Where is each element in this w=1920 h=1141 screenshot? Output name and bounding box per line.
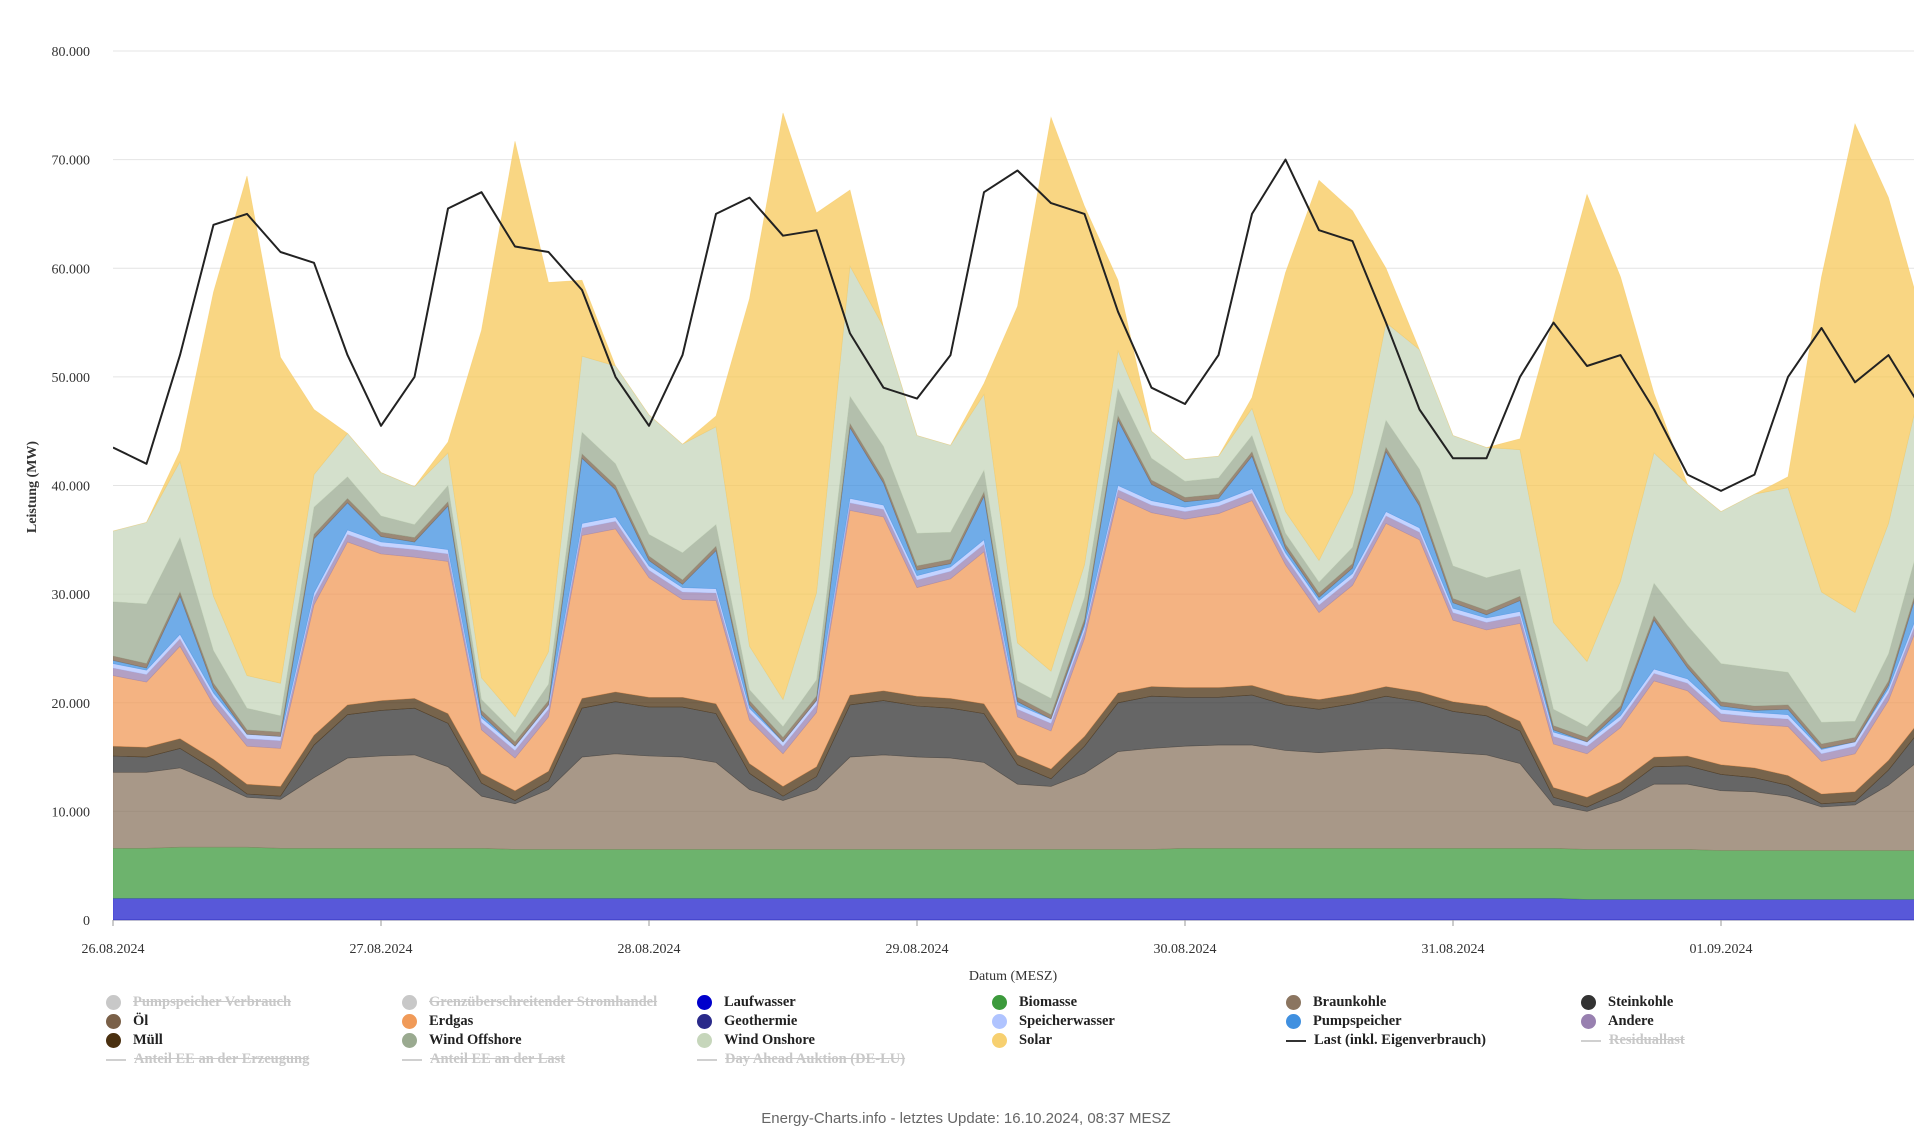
stacked-areas bbox=[113, 112, 1914, 921]
x-tick-label: 27.08.2024 bbox=[350, 942, 413, 957]
legend-label: Wind Offshore bbox=[429, 1032, 522, 1048]
legend-label: Pumpspeicher Verbrauch bbox=[133, 994, 292, 1010]
line-marker-icon bbox=[697, 1058, 717, 1061]
x-tick-label: 29.08.2024 bbox=[886, 942, 949, 957]
legend-label: Biomasse bbox=[1019, 994, 1077, 1010]
y-tick-label: 0 bbox=[83, 914, 90, 929]
legend-label: Anteil EE an der Last bbox=[430, 1051, 566, 1067]
circle-marker-icon bbox=[1286, 1014, 1301, 1029]
circle-marker-icon bbox=[697, 1014, 712, 1029]
area-biomasse bbox=[113, 846, 1914, 900]
circle-marker-icon bbox=[992, 995, 1007, 1010]
legend: Pumpspeicher Verbrauch Grenzüberschreiten… bbox=[0, 994, 1920, 1084]
circle-marker-icon bbox=[697, 1033, 712, 1048]
legend-item-anteil-ee-an-der-last[interactable]: Anteil EE an der Last bbox=[402, 1051, 565, 1068]
legend-item-wind-offshore[interactable]: Wind Offshore bbox=[402, 1032, 522, 1049]
legend-label: Erdgas bbox=[429, 1013, 474, 1029]
line-marker-icon bbox=[106, 1058, 126, 1061]
legend-item-geothermie[interactable]: Geothermie bbox=[697, 1013, 797, 1030]
y-tick-label: 30.000 bbox=[52, 588, 91, 603]
circle-marker-icon bbox=[992, 1033, 1007, 1048]
legend-item-residuallast[interactable]: Residuallast bbox=[1581, 1032, 1685, 1049]
x-tick-label: 01.09.2024 bbox=[1690, 942, 1753, 957]
x-tick-label: 28.08.2024 bbox=[618, 942, 681, 957]
line-marker-icon bbox=[1581, 1039, 1601, 1042]
legend-item-andere[interactable]: Andere bbox=[1581, 1013, 1654, 1030]
legend-item-day-ahead-auktion-de-lu-[interactable]: Day Ahead Auktion (DE-LU) bbox=[697, 1051, 905, 1068]
x-axis-ticks: 26.08.2024 27.08.2024 28.08.2024 29.08.2024… bbox=[82, 920, 1753, 957]
y-tick-label: 20.000 bbox=[52, 697, 91, 712]
legend-item-speicherwasser[interactable]: Speicherwasser bbox=[992, 1013, 1115, 1030]
area-laufwasser bbox=[113, 898, 1914, 921]
legend-item-braunkohle[interactable]: Braunkohle bbox=[1286, 994, 1386, 1011]
circle-marker-icon bbox=[402, 1033, 417, 1048]
circle-marker-icon bbox=[1581, 1014, 1596, 1029]
area-solar bbox=[113, 112, 1914, 718]
legend-label: Geothermie bbox=[724, 1013, 798, 1029]
legend-label: Steinkohle bbox=[1608, 994, 1674, 1010]
legend-item-grenzüberschreitender-stromhandel[interactable]: Grenzüberschreitender Stromhandel bbox=[402, 994, 657, 1011]
circle-marker-icon bbox=[1581, 995, 1596, 1010]
circle-marker-icon bbox=[697, 995, 712, 1010]
circle-marker-icon bbox=[106, 995, 121, 1010]
legend-label: Andere bbox=[1608, 1013, 1654, 1029]
legend-item-anteil-ee-an-der-erzeugung[interactable]: Anteil EE an der Erzeugung bbox=[106, 1051, 309, 1068]
legend-label: Grenzüberschreitender Stromhandel bbox=[429, 994, 658, 1010]
legend-label: Anteil EE an der Erzeugung bbox=[134, 1051, 310, 1067]
legend-item-last-inkl-eigenverbrauch-[interactable]: Last (inkl. Eigenverbrauch) bbox=[1286, 1032, 1486, 1049]
legend-label: Müll bbox=[133, 1032, 163, 1048]
line-marker-icon bbox=[1286, 1039, 1306, 1042]
circle-marker-icon bbox=[106, 1033, 121, 1048]
line-series bbox=[113, 158, 1914, 492]
legend-item-steinkohle[interactable]: Steinkohle bbox=[1581, 994, 1673, 1011]
circle-marker-icon bbox=[402, 995, 417, 1010]
legend-label: Speicherwasser bbox=[1019, 1013, 1115, 1029]
y-tick-label: 60.000 bbox=[52, 262, 91, 277]
legend-label: Solar bbox=[1019, 1032, 1053, 1048]
circle-marker-icon bbox=[106, 1014, 121, 1029]
legend-item-erdgas[interactable]: Erdgas bbox=[402, 1013, 473, 1030]
x-axis-title: Datum (MESZ) bbox=[969, 969, 1058, 984]
x-tick-label: 26.08.2024 bbox=[82, 942, 145, 957]
legend-item-öl[interactable]: Öl bbox=[106, 1013, 148, 1030]
legend-label: Residuallast bbox=[1609, 1032, 1685, 1048]
legend-item-laufwasser[interactable]: Laufwasser bbox=[697, 994, 796, 1011]
legend-label: Laufwasser bbox=[724, 994, 796, 1010]
circle-marker-icon bbox=[992, 1014, 1007, 1029]
y-tick-label: 80.000 bbox=[52, 45, 91, 60]
x-tick-label: 30.08.2024 bbox=[1154, 942, 1217, 957]
legend-label: Braunkohle bbox=[1313, 994, 1387, 1010]
power-chart: 0 10.000 20.000 30.000 40.000 50.000 60.000 70.… bbox=[25, 45, 1914, 984]
y-tick-label: 10.000 bbox=[52, 805, 91, 820]
legend-item-wind-onshore[interactable]: Wind Onshore bbox=[697, 1032, 815, 1049]
legend-item-solar[interactable]: Solar bbox=[992, 1032, 1052, 1049]
legend-item-pumpspeicher[interactable]: Pumpspeicher bbox=[1286, 1013, 1402, 1030]
legend-label: Last (inkl. Eigenverbrauch) bbox=[1314, 1032, 1486, 1048]
legend-item-müll[interactable]: Müll bbox=[106, 1032, 163, 1049]
y-axis-ticks: 0 10.000 20.000 30.000 40.000 50.000 60.000 70.… bbox=[52, 45, 91, 929]
legend-label: Pumpspeicher bbox=[1313, 1013, 1402, 1029]
y-axis-title: Leistung (MW) bbox=[25, 441, 40, 534]
legend-label: Wind Onshore bbox=[724, 1032, 815, 1048]
circle-marker-icon bbox=[1286, 995, 1301, 1010]
legend-label: Öl bbox=[133, 1013, 149, 1029]
y-tick-label: 50.000 bbox=[52, 371, 91, 386]
x-tick-label: 31.08.2024 bbox=[1422, 942, 1485, 957]
footer-update-info: Energy-Charts.info - letztes Update: 16.… bbox=[761, 1110, 1171, 1127]
legend-item-pumpspeicher-verbrauch[interactable]: Pumpspeicher Verbrauch bbox=[106, 994, 291, 1011]
y-tick-label: 40.000 bbox=[52, 480, 91, 495]
legend-label: Day Ahead Auktion (DE-LU) bbox=[725, 1051, 906, 1067]
legend-item-biomasse[interactable]: Biomasse bbox=[992, 994, 1077, 1011]
line-last bbox=[113, 158, 1914, 492]
line-marker-icon bbox=[402, 1058, 422, 1061]
y-tick-label: 70.000 bbox=[52, 154, 91, 169]
circle-marker-icon bbox=[402, 1014, 417, 1029]
